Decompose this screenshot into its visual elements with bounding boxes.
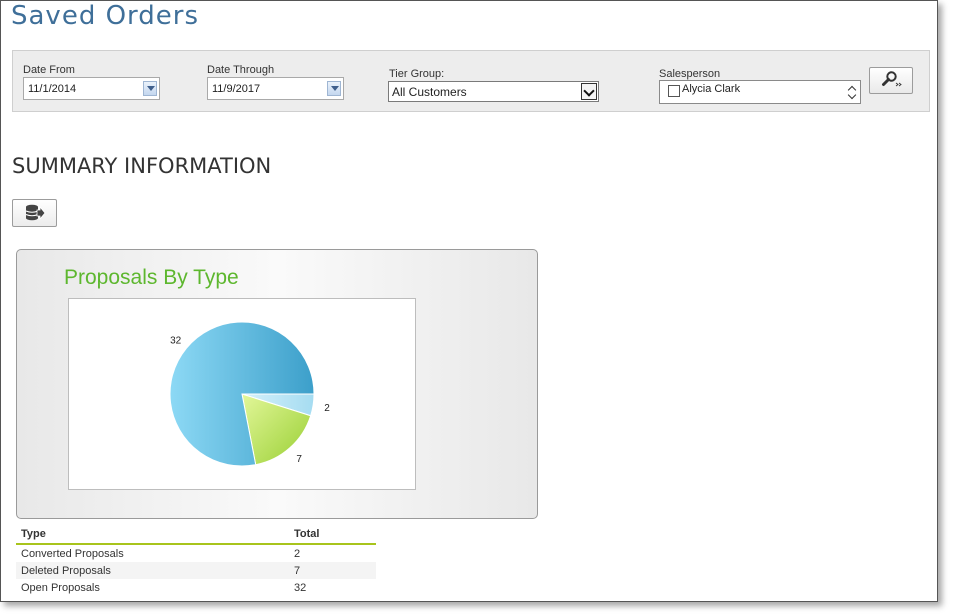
date-from-label: Date From xyxy=(23,64,75,76)
table-cell-type: Converted Proposals xyxy=(21,547,124,560)
chevron-down-icon[interactable] xyxy=(847,90,857,100)
scroll-spinner[interactable] xyxy=(847,82,858,102)
pie-slice-deleted[interactable] xyxy=(241,393,312,466)
col-header-total: Total xyxy=(289,525,376,545)
table-cell-total: 7 xyxy=(289,562,376,579)
col-header-type: Type xyxy=(16,525,289,545)
summary-table: Type Total Converted Proposals 2 Deleted… xyxy=(16,525,376,596)
salesperson-label: Salesperson xyxy=(659,68,721,80)
table-row: Open Proposals 32 xyxy=(16,579,376,596)
chevron-down-icon[interactable] xyxy=(581,83,597,100)
salesperson-checkbox[interactable] xyxy=(668,85,680,97)
tier-group-label: Tier Group: xyxy=(389,68,445,80)
table-row: Converted Proposals 2 xyxy=(16,544,376,562)
chevron-down-icon[interactable] xyxy=(143,81,157,96)
salesperson-listbox[interactable]: Alycia Clark xyxy=(659,80,861,104)
table-cell-total: 2 xyxy=(294,547,301,560)
table-cell-type: Open Proposals xyxy=(21,581,100,594)
page-title: Saved Orders xyxy=(11,1,200,31)
table-cell-total: 32 xyxy=(294,581,307,594)
pie-data-label: 7 xyxy=(296,454,302,465)
chevron-down-icon[interactable] xyxy=(327,81,341,96)
date-through-field[interactable]: 11/9/2017 xyxy=(207,77,344,100)
date-from-field[interactable]: 11/1/2014 xyxy=(23,77,160,100)
pie-chart: 2 7 32 xyxy=(169,321,330,467)
table-row: Deleted Proposals 7 xyxy=(16,562,376,579)
date-through-value: 11/9/2017 xyxy=(212,83,261,95)
summary-section-title: SUMMARY INFORMATION xyxy=(12,154,272,178)
table-header-row: Type Total xyxy=(16,525,376,545)
app-window: Saved Orders Date From 11/1/2014 Date Th… xyxy=(0,0,938,602)
pie-data-label: 32 xyxy=(170,335,182,346)
date-through-label: Date Through xyxy=(207,64,275,76)
tier-group-value: All Customers xyxy=(392,85,467,99)
pie-data-label: 2 xyxy=(324,403,330,414)
plot-area: 2 7 32 xyxy=(68,298,416,490)
tier-group-select[interactable]: All Customers xyxy=(388,81,599,102)
pie-slice-open[interactable] xyxy=(169,321,315,467)
search-icon xyxy=(882,71,902,87)
export-button[interactable] xyxy=(12,199,57,227)
chart-panel: Proposals By Type 2 7 xyxy=(16,249,538,519)
filter-bar: Date From 11/1/2014 Date Through 11/9/20… xyxy=(12,50,930,112)
chart-title: Proposals By Type xyxy=(64,266,239,289)
salesperson-option[interactable]: Alycia Clark xyxy=(682,83,741,95)
database-export-icon xyxy=(25,204,46,221)
search-button[interactable] xyxy=(869,67,913,94)
table-cell-type: Deleted Proposals xyxy=(16,562,289,579)
date-from-value: 11/1/2014 xyxy=(28,83,77,95)
